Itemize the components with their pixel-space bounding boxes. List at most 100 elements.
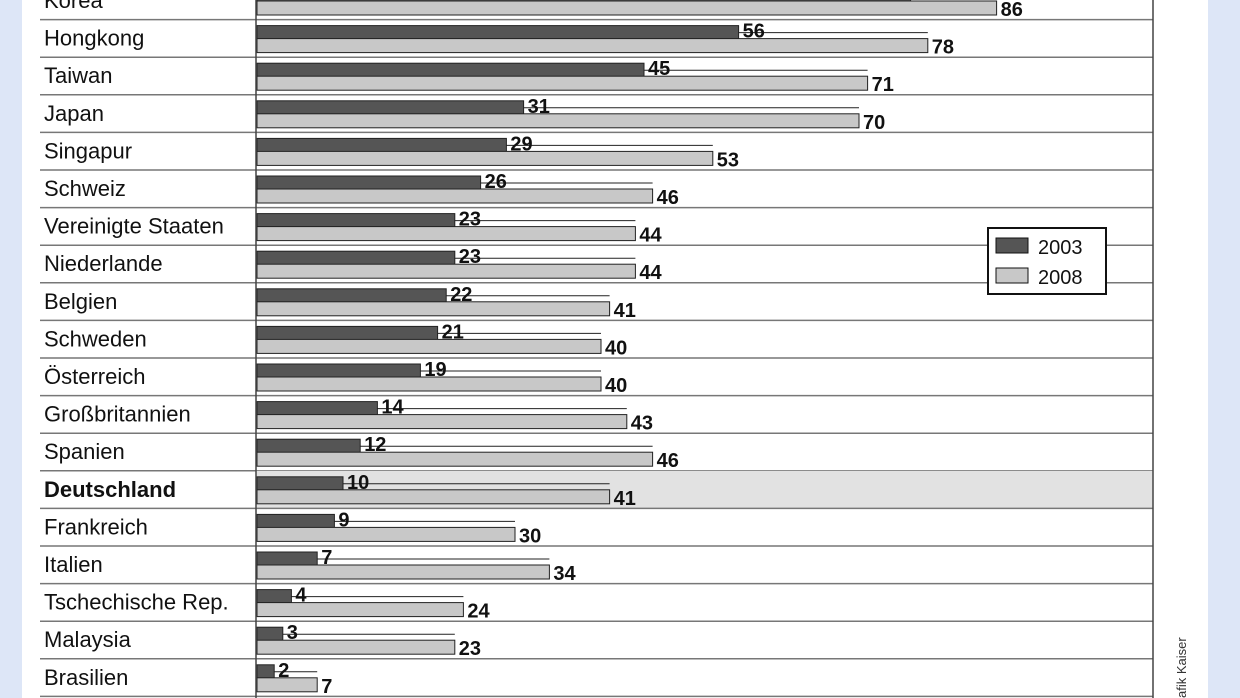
bar-2003 — [256, 589, 292, 605]
legend: 2003 2008 — [987, 227, 1107, 295]
bar-2008 — [256, 489, 611, 505]
bar-2008 — [256, 0, 998, 16]
legend-label-2008: 2008 — [1038, 267, 1083, 289]
bar-2008 — [256, 38, 929, 54]
category-label: Tschechische Rep. — [44, 590, 229, 615]
bar-2003 — [256, 137, 507, 153]
value-label-2008: 44 — [639, 262, 662, 284]
category-label: Niederlande — [44, 251, 163, 276]
value-label-2003: 23 — [459, 246, 481, 268]
value-label-2003: 45 — [648, 58, 670, 80]
bar-chart: Korea 76 86 Hongkong 56 78 Taiwan 45 71 Japan 31 70… — [40, 0, 1189, 698]
value-label-2003: 29 — [510, 133, 532, 155]
value-label-2003: 21 — [442, 321, 464, 343]
bar-2003 — [256, 476, 344, 492]
bar-2003 — [256, 664, 275, 680]
bar-2008 — [256, 602, 464, 618]
value-label-2008: 34 — [553, 563, 576, 585]
value-label-2003: 19 — [424, 359, 446, 381]
category-label: Österreich — [44, 364, 145, 389]
bar-2003 — [256, 626, 284, 642]
value-label-2008: 86 — [1001, 0, 1023, 21]
category-label: Großbritannien — [44, 402, 191, 427]
legend-swatch-2003 — [995, 237, 1029, 254]
value-label-2008: 30 — [519, 525, 541, 547]
legend-label-2003: 2003 — [1038, 237, 1083, 259]
bar-2008 — [256, 376, 602, 392]
category-label: Brasilien — [44, 665, 128, 690]
value-label-2008: 71 — [872, 74, 894, 96]
bar-2003 — [256, 551, 318, 567]
value-label-2008: 43 — [631, 413, 653, 435]
value-label-2008: 46 — [657, 187, 679, 209]
category-label: Italien — [44, 552, 103, 577]
value-label-2008: 44 — [639, 225, 662, 247]
value-label-2003: 22 — [450, 284, 472, 306]
value-label-2008: 41 — [614, 488, 636, 510]
category-label: Deutschland — [44, 477, 176, 502]
category-label: Taiwan — [44, 63, 112, 88]
value-label-2008: 24 — [467, 601, 490, 623]
value-label-2008: 40 — [605, 375, 627, 397]
bar-2008 — [256, 75, 869, 91]
value-label-2003: 10 — [347, 472, 369, 494]
value-label-2003: 7 — [321, 547, 332, 569]
bar-2003 — [256, 175, 482, 191]
value-label-2003: 4 — [295, 585, 307, 607]
value-label-2003: 56 — [743, 21, 765, 43]
category-label: Schweiz — [44, 176, 126, 201]
category-label: Korea — [44, 0, 103, 13]
bar-2003 — [256, 100, 525, 116]
chart-rows: Korea 76 86 Hongkong 56 78 Taiwan 45 71 Japan 31 70… — [40, 0, 1154, 698]
bar-2008 — [256, 113, 860, 129]
category-label: Schweden — [44, 326, 147, 351]
bar-2003 — [256, 513, 335, 529]
value-label-2008: 41 — [614, 300, 636, 322]
value-label-2003: 3 — [287, 622, 298, 644]
bar-2008 — [256, 301, 611, 317]
value-label-2008: 70 — [863, 112, 885, 134]
category-label: Vereinigte Staaten — [44, 214, 224, 239]
bar-2008 — [256, 564, 550, 580]
bar-2008 — [256, 526, 516, 542]
category-label: Malaysia — [44, 627, 132, 652]
credit-text: afik Kaiser — [1174, 637, 1189, 698]
legend-swatch-2008 — [995, 267, 1029, 284]
bar-2008 — [256, 150, 714, 166]
value-label-2008: 46 — [657, 450, 679, 472]
value-label-2003: 23 — [459, 209, 481, 231]
bar-2003 — [256, 62, 645, 78]
value-label-2008: 40 — [605, 337, 627, 359]
bar-2003 — [256, 250, 456, 266]
bar-2003 — [256, 25, 740, 41]
bar-2003 — [256, 438, 361, 454]
bar-2003 — [256, 401, 378, 417]
bar-2008 — [256, 338, 602, 354]
value-label-2008: 23 — [459, 638, 481, 660]
bar-2008 — [256, 188, 654, 204]
value-label-2008: 53 — [717, 149, 739, 171]
value-label-2003: 14 — [381, 397, 404, 419]
category-label: Japan — [44, 101, 104, 126]
value-label-2008: 78 — [932, 37, 954, 59]
value-label-2003: 31 — [528, 96, 550, 118]
bar-2008 — [256, 451, 654, 467]
category-label: Belgien — [44, 289, 117, 314]
chart-panel: Korea 76 86 Hongkong 56 78 Taiwan 45 71 Japan 31 70… — [22, 0, 1208, 698]
value-label-2003: 12 — [364, 434, 386, 456]
bar-2003 — [256, 288, 447, 304]
category-label: Frankreich — [44, 514, 148, 539]
bar-2008 — [256, 639, 456, 655]
value-label-2003: 2 — [278, 660, 289, 682]
bar-2008 — [256, 677, 318, 693]
category-label: Singapur — [44, 138, 132, 163]
bar-2008 — [256, 414, 628, 430]
bar-2003 — [256, 213, 456, 229]
category-label: Spanien — [44, 439, 125, 464]
value-label-2003: 9 — [338, 509, 349, 531]
value-label-2008: 7 — [321, 676, 332, 698]
bar-2003 — [256, 325, 439, 341]
bar-2008 — [256, 226, 636, 242]
category-label: Hongkong — [44, 26, 144, 51]
bar-2003 — [256, 363, 421, 379]
